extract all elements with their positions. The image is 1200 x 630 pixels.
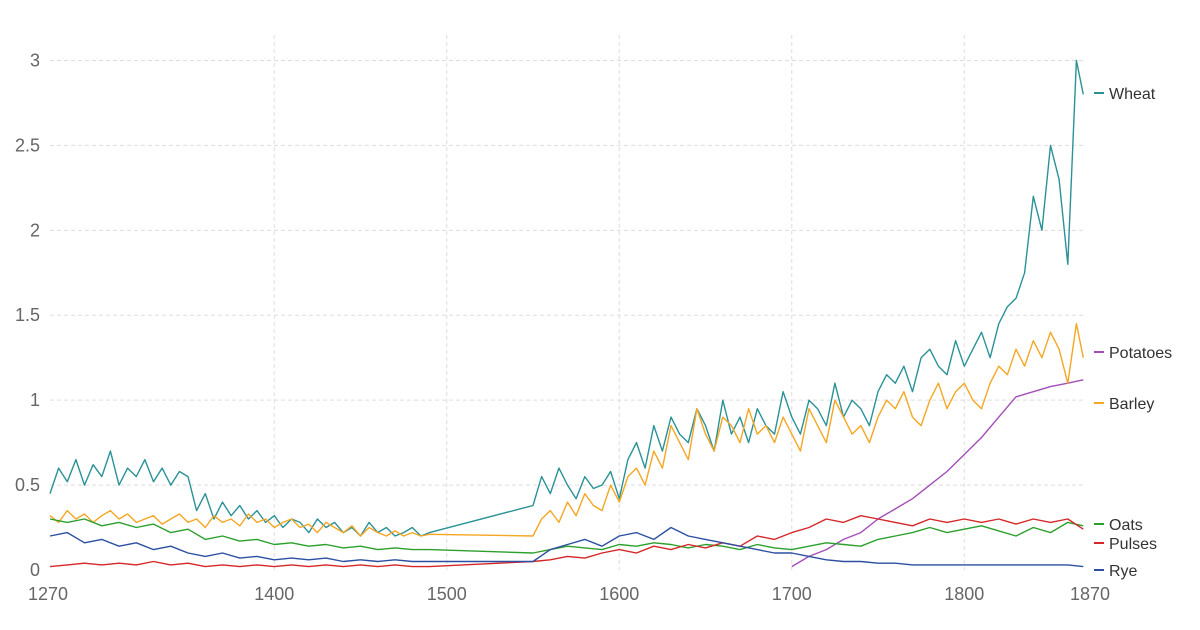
series-line-pulses [49, 515, 1084, 568]
series-line-rye [49, 526, 1084, 568]
x-tick-label: 1800 [944, 584, 984, 604]
legend-label-pulses: Pulses [1109, 536, 1157, 553]
series-line-potatoes [791, 379, 1084, 568]
y-tick-label: 0 [30, 560, 40, 580]
series-lines [49, 59, 1084, 568]
grid [50, 35, 1085, 570]
y-tick-label: 1.5 [15, 305, 40, 325]
y-tick-label: 2.5 [15, 135, 40, 155]
series-line-wheat [49, 59, 1084, 537]
series-line-barley [49, 323, 1084, 537]
x-tick-label: 1500 [427, 584, 467, 604]
x-tick-label: 1400 [254, 584, 294, 604]
series-line-oats [49, 518, 1084, 554]
legend-label-potatoes: Potatoes [1109, 345, 1172, 362]
y-tick-label: 1 [30, 390, 40, 410]
y-tick-label: 0.5 [15, 475, 40, 495]
x-tick-label: 1700 [772, 584, 812, 604]
legend-label-barley: Barley [1109, 396, 1154, 413]
axes: 0 0.5 1 1.5 2 2.5 3 1270 1400 1500 1600 1700 1800 187… [15, 50, 1110, 604]
y-tick-label: 2 [30, 220, 40, 240]
legend-label-wheat: Wheat [1109, 86, 1156, 103]
legend-label-oats: Oats [1109, 517, 1143, 534]
legend-label-rye: Rye [1109, 563, 1138, 580]
x-tick-label: 1600 [599, 584, 639, 604]
legend: Wheat Potatoes Barley Oats Pulses Rye [1094, 86, 1172, 580]
y-tick-label: 3 [30, 50, 40, 70]
x-tick-label: 1870 [1070, 584, 1110, 604]
x-tick-label: 1270 [28, 584, 68, 604]
